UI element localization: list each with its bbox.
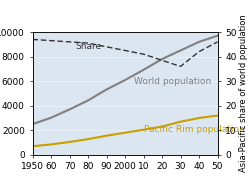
Text: World and Asia-Pacific population leveling off: World and Asia-Pacific population leveli… [5, 12, 248, 21]
Y-axis label: Asia-Pacific share of world population: Asia-Pacific share of world population [240, 15, 248, 172]
Text: Pacific Rim population: Pacific Rim population [144, 125, 244, 134]
Text: World population: World population [134, 77, 212, 86]
Text: Share: Share [75, 42, 101, 51]
